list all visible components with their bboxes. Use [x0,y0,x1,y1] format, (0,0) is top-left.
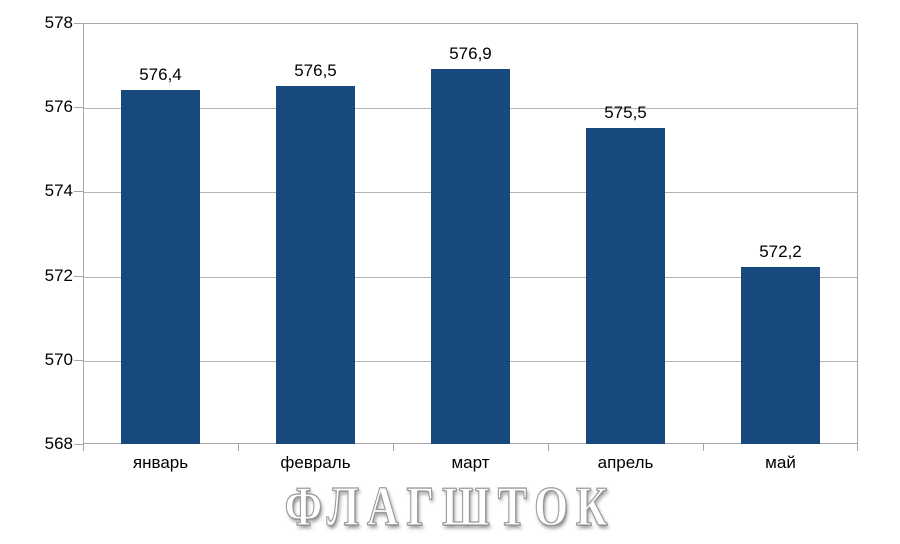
x-tick-5 [857,444,858,451]
chart-bar-март [431,69,510,444]
y-tick-576 [74,107,83,109]
x-axis-label-март: март [451,453,490,472]
chart-bar-февраль [276,86,355,444]
x-tick-2 [393,444,394,451]
value-label-март: 576,9 [449,44,492,64]
x-axis-label-февраль: февраль [280,453,351,472]
value-label-апрель: 575,5 [604,103,647,123]
chart-bar-апрель [586,128,665,444]
watermark: ФЛАГШТОК [284,476,616,538]
y-tick-568 [74,444,83,445]
x-tick-1 [238,444,239,451]
y-tick-572 [74,275,83,277]
y-tick-578 [74,23,83,24]
y-axis-label-574: 574 [44,181,73,201]
y-tick-574 [74,191,83,193]
value-label-февраль: 576,5 [294,61,337,81]
y-axis-label-578: 578 [44,13,73,32]
chart-bar-январь [121,90,200,444]
x-axis-label-апрель: апрель [597,453,654,472]
chart-bar-май [741,267,820,444]
x-tick-0 [83,444,84,451]
y-axis-label-576: 576 [44,97,73,117]
x-tick-3 [548,444,549,451]
value-label-май: 572,2 [759,242,802,262]
x-axis-label-май: май [765,453,796,472]
y-axis-label-570: 570 [44,349,73,369]
y-tick-570 [74,359,83,361]
x-tick-4 [703,444,704,451]
y-axis-label-572: 572 [44,265,73,285]
y-axis-label-568: 568 [44,434,73,453]
value-label-январь: 576,4 [139,65,182,85]
x-axis-label-январь: январь [132,453,189,472]
